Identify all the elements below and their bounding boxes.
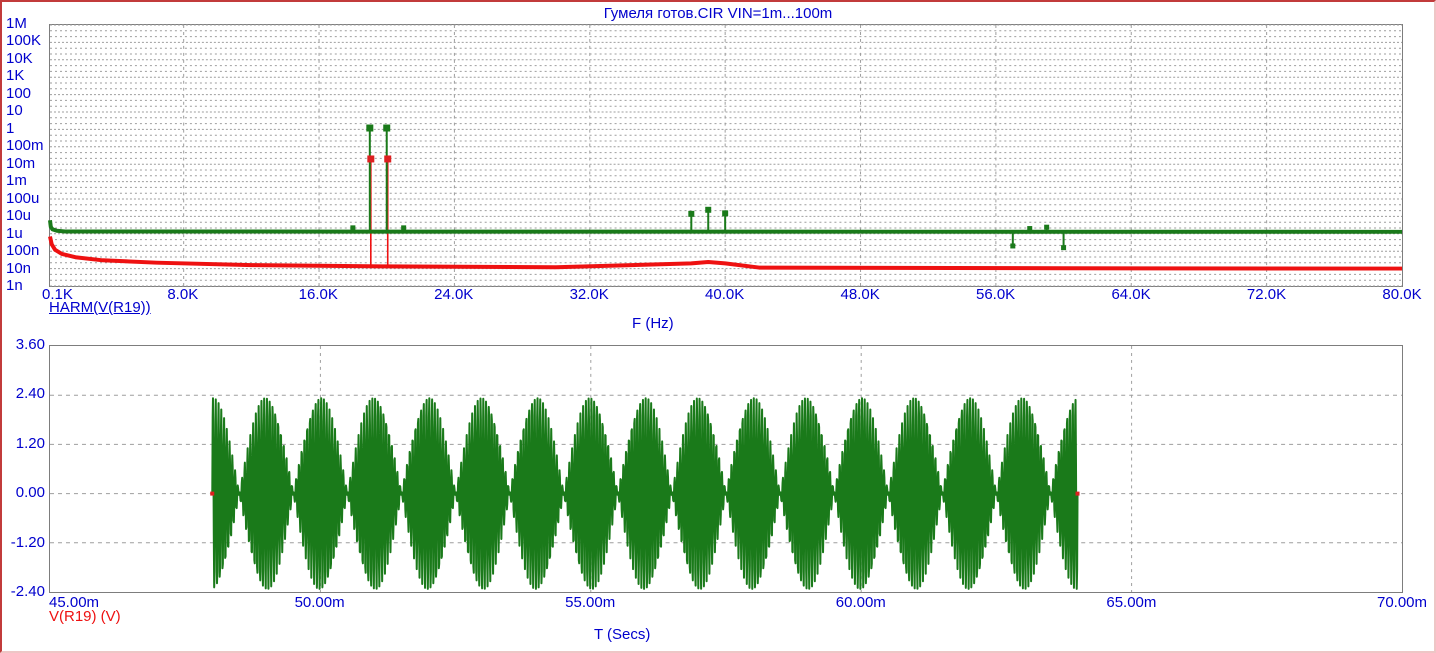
tick-label: 10K (6, 49, 33, 67)
tick-label: 1.20 (15, 434, 45, 452)
tick-label: 100u (6, 189, 40, 207)
tick-label: 60.00m (835, 594, 886, 611)
spectrum-canvas (48, 24, 1403, 287)
tick-label: 8.0K (167, 286, 199, 303)
waveform-plot-area[interactable] (49, 345, 1403, 593)
frequency-axis-title: F (Hz) (632, 315, 674, 332)
tick-label: 0.1K (42, 286, 73, 303)
tick-label: 1n (6, 277, 23, 294)
tick-label: 100m (6, 137, 44, 155)
tick-label: 1K (6, 67, 25, 85)
tick-label: 10u (6, 207, 32, 225)
spectrum-plot-area[interactable] (48, 24, 1403, 287)
spectrum-curve-label[interactable]: HARM(V(R19)) (49, 299, 151, 316)
tick-label: 80.0K (1382, 286, 1422, 303)
tick-label: 1u (6, 224, 23, 242)
tick-label: 24.0K (434, 286, 474, 303)
tick-label: 64.0K (1111, 286, 1151, 303)
waveform-curve-label[interactable]: V(R19) (V) (49, 608, 121, 625)
tick-label: 65.00m (1106, 594, 1157, 611)
tick-label: 10n (6, 259, 32, 277)
tick-label: 100 (6, 84, 32, 102)
tick-label: 48.0K (840, 286, 880, 303)
tick-label: 100n (6, 242, 40, 260)
plot-title: Гумеля готов.CIR VIN=1m...100m (603, 5, 833, 22)
tick-label: 45.00m (49, 594, 100, 611)
time-axis-title: T (Secs) (594, 626, 651, 643)
tick-label: 10m (6, 154, 36, 172)
tick-label: 0.00 (15, 484, 45, 502)
tick-label: 40.0K (705, 286, 745, 303)
tick-label: 70.00m (1376, 594, 1428, 611)
tick-label: 55.00m (565, 594, 616, 611)
tick-label: 50.00m (294, 594, 345, 611)
tick-label: 1 (6, 119, 15, 137)
tick-label: 1m (6, 172, 27, 190)
waveform-canvas (50, 346, 1402, 592)
tick-label: 56.0K (975, 286, 1016, 303)
tick-label: 10 (6, 102, 23, 120)
tick-label: 2.40 (15, 385, 45, 403)
tick-label: 32.0K (569, 286, 609, 303)
tick-label: 16.0K (298, 286, 338, 303)
tick-label: 100K (6, 32, 42, 50)
tick-label: -1.20 (10, 533, 45, 551)
tick-label: 72.0K (1246, 286, 1287, 303)
tick-label: 1M (6, 15, 27, 32)
tick-label: 3.60 (15, 336, 45, 353)
tick-label: -2.40 (10, 583, 45, 600)
